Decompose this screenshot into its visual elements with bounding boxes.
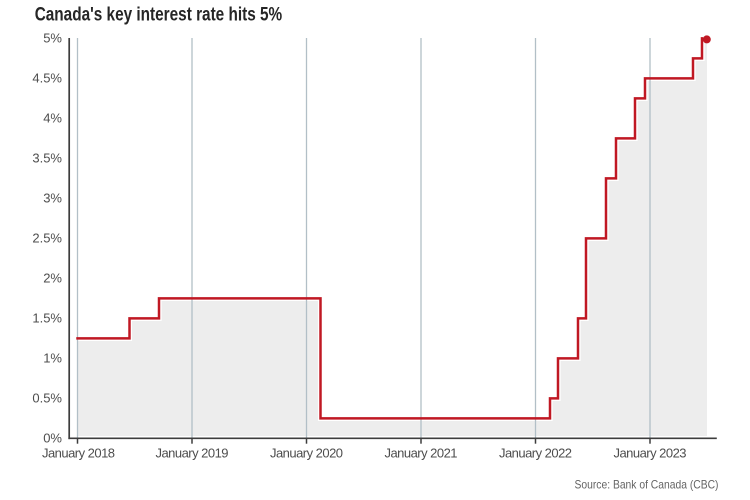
svg-text:January 2021: January 2021 xyxy=(385,446,458,461)
svg-text:0%: 0% xyxy=(43,431,62,446)
svg-text:Source: Bank of Canada (CBC): Source: Bank of Canada (CBC) xyxy=(575,478,719,492)
svg-text:January 2018: January 2018 xyxy=(42,446,115,461)
svg-text:January 2022: January 2022 xyxy=(499,446,572,461)
svg-text:January 2019: January 2019 xyxy=(156,446,229,461)
svg-text:Canada's key interest rate hit: Canada's key interest rate hits 5% xyxy=(35,5,283,26)
svg-text:4%: 4% xyxy=(43,111,62,126)
svg-text:5%: 5% xyxy=(43,31,62,46)
svg-text:3.5%: 3.5% xyxy=(32,151,62,166)
svg-text:2.5%: 2.5% xyxy=(32,231,62,246)
svg-text:4.5%: 4.5% xyxy=(32,71,62,86)
svg-text:1.5%: 1.5% xyxy=(32,311,62,326)
svg-text:0.5%: 0.5% xyxy=(32,391,62,406)
svg-text:2%: 2% xyxy=(43,271,62,286)
svg-text:January 2023: January 2023 xyxy=(614,446,687,461)
svg-text:3%: 3% xyxy=(43,191,62,206)
svg-text:1%: 1% xyxy=(43,351,62,366)
svg-text:January 2020: January 2020 xyxy=(270,446,343,461)
